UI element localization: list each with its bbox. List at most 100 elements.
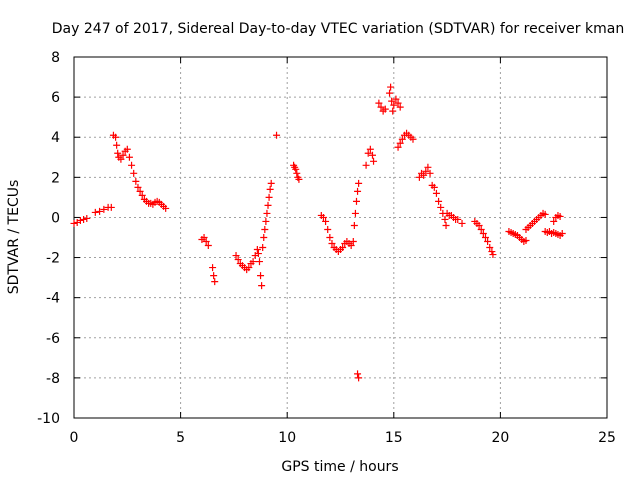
y-tick-label: -4	[46, 291, 60, 307]
data-point	[477, 225, 485, 233]
data-point	[355, 179, 363, 187]
data-point	[437, 203, 445, 211]
data-point	[211, 278, 219, 286]
data-point	[355, 374, 363, 382]
data-point	[245, 264, 253, 272]
data-point	[254, 250, 262, 258]
data-point	[112, 133, 120, 141]
data-point	[130, 169, 138, 177]
grid-lines	[74, 57, 607, 418]
data-point	[387, 83, 395, 91]
data-point	[409, 135, 417, 143]
data-point	[394, 99, 402, 107]
y-tick-label: 4	[51, 130, 60, 146]
x-tick-label: 5	[176, 430, 185, 446]
data-point	[386, 89, 394, 97]
data-point	[210, 272, 218, 280]
data-point	[123, 145, 131, 153]
y-tick-label: 6	[51, 90, 60, 106]
data-point	[328, 240, 336, 248]
data-point	[100, 205, 108, 213]
data-point	[354, 187, 362, 195]
data-point	[484, 238, 492, 246]
data-point	[91, 208, 99, 216]
data-point	[475, 221, 483, 229]
data-point	[481, 234, 489, 241]
y-tick-label: 2	[51, 170, 60, 186]
data-point	[354, 370, 362, 378]
data-point	[392, 95, 400, 103]
data-point	[261, 225, 269, 233]
data-point	[232, 252, 240, 260]
data-point	[264, 201, 272, 209]
data-point	[350, 221, 358, 229]
data-point	[366, 145, 374, 153]
data-point	[558, 229, 566, 237]
x-tick-label: 0	[70, 430, 79, 446]
data-point	[377, 103, 385, 111]
y-tick-label: -2	[46, 251, 60, 267]
data-point	[117, 155, 125, 163]
plot-frame	[73, 56, 608, 419]
axis-ticks	[73, 56, 608, 419]
data-point	[435, 197, 443, 205]
data-point	[132, 177, 140, 185]
data-point	[364, 149, 372, 157]
data-point	[432, 189, 440, 197]
data-point	[255, 258, 263, 266]
data-point	[293, 169, 301, 177]
data-point	[430, 183, 438, 191]
data-point	[394, 143, 402, 151]
data-point	[396, 103, 404, 111]
data-point	[253, 246, 261, 254]
data-point	[257, 272, 265, 280]
data-point	[362, 161, 370, 169]
data-point	[454, 215, 462, 223]
data-point	[381, 105, 389, 113]
data-point	[479, 229, 487, 237]
y-tick-label: -6	[46, 331, 60, 347]
data-point	[209, 264, 217, 272]
x-tick-label: 10	[278, 430, 296, 446]
data-point	[125, 153, 133, 161]
data-point	[265, 193, 273, 201]
data-point	[396, 139, 404, 147]
data-point	[326, 234, 334, 241]
x-tick-label: 25	[598, 430, 616, 446]
data-point	[389, 107, 397, 115]
data-point	[262, 217, 270, 225]
y-tick-label: -8	[46, 371, 60, 387]
data-point	[249, 258, 257, 266]
y-tick-label: 0	[51, 210, 60, 226]
data-point	[390, 101, 398, 109]
y-tick-labels: -10 -8 -6 -4 -2 0 2 4 6 8	[37, 50, 60, 427]
data-point	[107, 203, 115, 211]
x-axis-label: GPS time / hours	[281, 459, 398, 475]
y-axis-label: SDTVAR / TECUs	[6, 180, 22, 295]
x-tick-label: 15	[385, 430, 403, 446]
data-point	[259, 244, 267, 252]
data-point	[295, 175, 303, 183]
data-point	[368, 151, 376, 159]
data-point	[200, 234, 208, 241]
data-point	[352, 197, 360, 205]
data-point	[424, 163, 432, 171]
data-points	[70, 83, 566, 382]
data-point	[556, 212, 564, 220]
data-point	[541, 210, 549, 218]
data-point	[267, 179, 275, 187]
data-point	[114, 149, 122, 157]
x-tick-labels: 0 5 10 15 20 25	[70, 430, 616, 446]
data-point	[266, 185, 274, 193]
y-tick-label: 8	[51, 50, 60, 66]
data-point	[339, 244, 347, 252]
data-point	[273, 131, 281, 139]
data-point	[322, 217, 330, 225]
data-point	[204, 242, 212, 250]
data-point	[136, 187, 144, 195]
data-point	[388, 97, 396, 105]
data-point	[458, 219, 466, 227]
data-point	[202, 238, 210, 246]
data-point	[138, 191, 146, 199]
